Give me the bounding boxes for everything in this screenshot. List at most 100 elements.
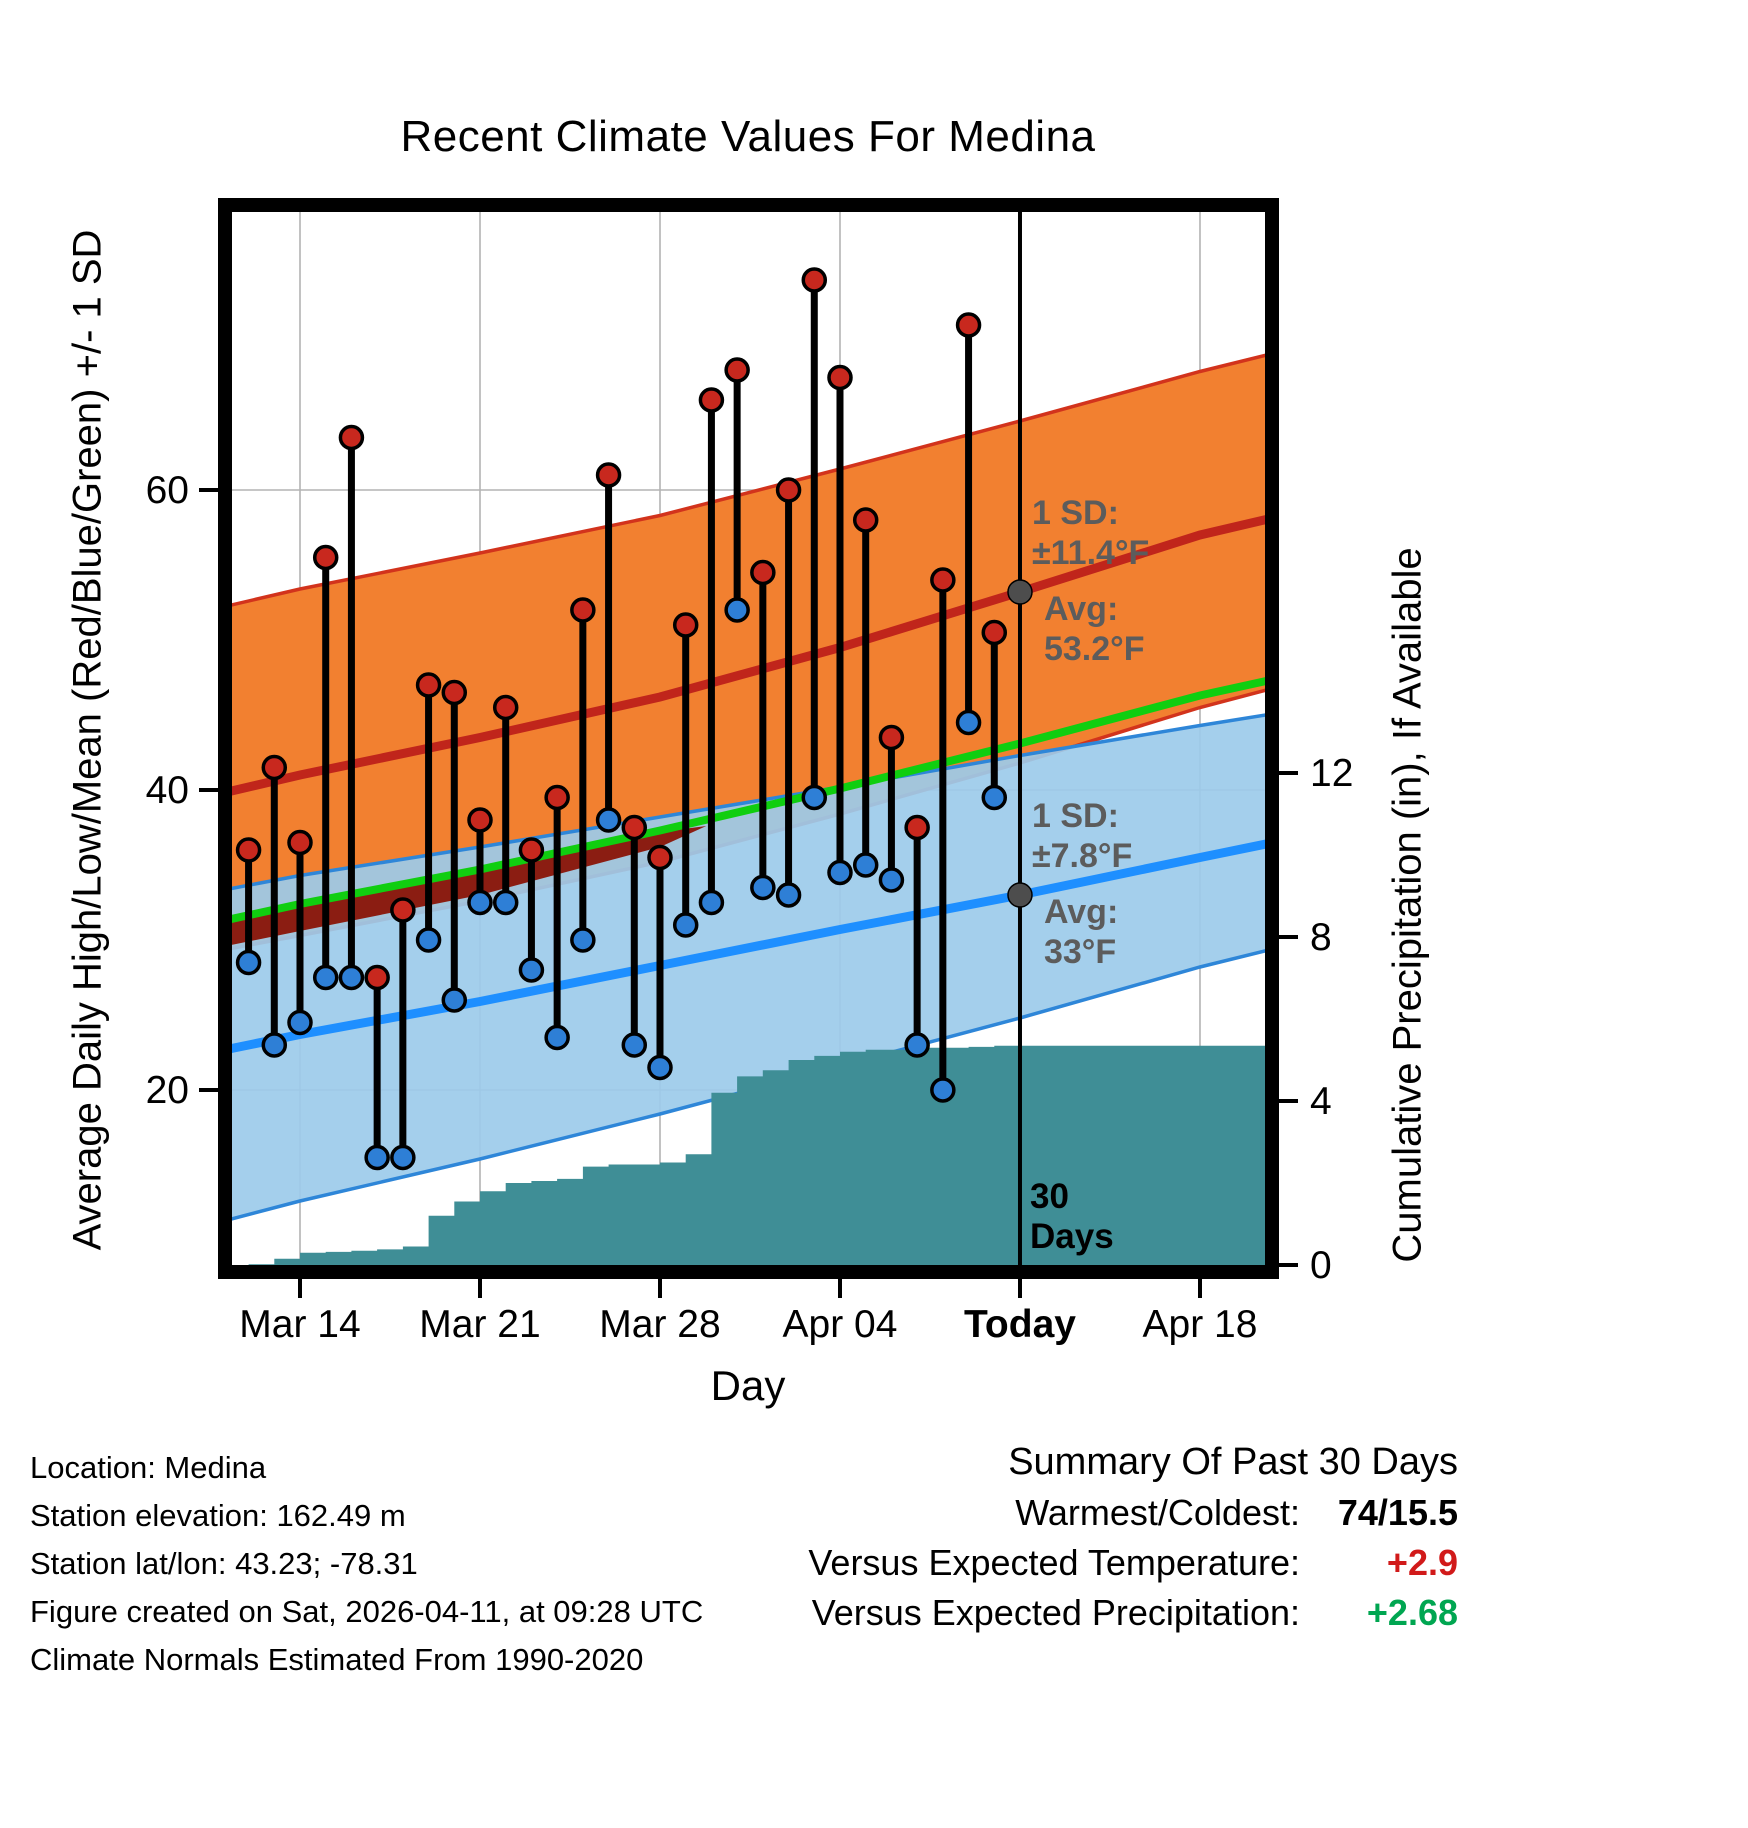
daily-high-low-bars xyxy=(235,267,1008,1171)
daily-low-marker xyxy=(261,1032,288,1058)
summary-row-value: +2.68 xyxy=(1366,1592,1458,1633)
precip-tick-label: 8 xyxy=(1310,916,1332,959)
x-tick-label: Today xyxy=(964,1303,1076,1346)
x-tick-label: Mar 14 xyxy=(239,1303,360,1346)
summary-row: Warmest/Coldest: 74/15.5 xyxy=(808,1488,1458,1538)
daily-high-marker xyxy=(827,364,853,391)
temp-tick-label: 60 xyxy=(146,469,189,512)
daily-high-marker xyxy=(955,312,982,338)
daily-low-marker xyxy=(621,1032,648,1058)
daily-high-marker xyxy=(415,672,442,698)
temp-tick-label: 20 xyxy=(146,1069,189,1112)
avg-high-line xyxy=(225,513,1272,798)
daily-low-marker xyxy=(827,859,853,886)
daily-high-marker xyxy=(492,694,519,721)
daily-high-marker xyxy=(647,844,673,871)
summary-row-value: +2.9 xyxy=(1386,1542,1458,1583)
x-tick-label: Mar 28 xyxy=(599,1303,720,1346)
daily-high-marker xyxy=(750,559,776,586)
avg-marker-dot xyxy=(1007,579,1033,605)
high-temp-band xyxy=(225,353,1272,950)
daily-low-marker xyxy=(390,1144,416,1171)
daily-high-marker xyxy=(904,814,930,841)
avg-annotation-text: Avg: xyxy=(1044,893,1118,931)
low-band-upper-edge xyxy=(225,712,1272,892)
summary-row-label: Warmest/Coldest: xyxy=(1015,1492,1300,1533)
climate-normal-bands xyxy=(225,351,1272,1223)
daily-low-marker xyxy=(312,964,339,991)
daily-low-marker xyxy=(750,874,776,901)
daily-low-marker xyxy=(287,1009,313,1036)
daily-high-marker xyxy=(570,597,596,623)
axis-ticks-and-labels: Mar 14 Mar 21 Mar 28 Apr 04 Today Apr 1820406… xyxy=(146,469,1354,1346)
period-annotation-text: Days xyxy=(1030,1217,1114,1256)
daily-high-marker xyxy=(390,897,416,923)
low-avg-annotation: 1 SD:±7.8°F Avg:33°F xyxy=(1007,797,1132,971)
daily-high-marker xyxy=(878,724,905,751)
sd-annotation-text: ±7.8°F xyxy=(1032,837,1132,875)
daily-low-marker xyxy=(981,784,1008,811)
daily-low-marker xyxy=(955,709,982,736)
daily-high-marker xyxy=(852,507,879,533)
daily-high-marker xyxy=(364,964,390,991)
daily-low-marker xyxy=(441,987,468,1013)
station-info-line: Location: Medina xyxy=(30,1450,267,1485)
station-info-line: Station lat/lon: 43.23; -78.31 xyxy=(30,1546,418,1581)
daily-high-marker xyxy=(287,829,313,856)
daily-high-marker xyxy=(441,679,468,706)
temp-tick-label: 40 xyxy=(146,769,189,812)
daily-low-marker xyxy=(852,852,879,878)
daily-high-marker xyxy=(544,784,570,811)
daily-low-marker xyxy=(415,927,442,953)
summary-panel: Summary Of Past 30 Days Warmest/Coldest:… xyxy=(808,1436,1458,1638)
precip-tick-label: 4 xyxy=(1310,1080,1332,1123)
daily-high-marker xyxy=(724,357,750,383)
daily-high-marker xyxy=(801,267,828,293)
daily-low-marker xyxy=(544,1024,570,1051)
daily-high-marker xyxy=(467,807,493,833)
daily-high-marker xyxy=(261,754,288,781)
summary-heading: Summary Of Past 30 Days xyxy=(1008,1441,1458,1483)
high-band-upper-edge xyxy=(225,351,1272,609)
low-temp-band xyxy=(225,713,1272,1221)
sd-annotation-text: ±11.4°F xyxy=(1032,534,1149,572)
daily-high-marker xyxy=(981,619,1008,646)
station-info-line: Station elevation: 162.49 m xyxy=(30,1498,406,1533)
daily-low-marker xyxy=(724,597,750,623)
period-annotation-text: 30 xyxy=(1030,1177,1069,1216)
station-info-line: Climate Normals Estimated From 1990-2020 xyxy=(30,1642,644,1677)
daily-low-marker xyxy=(235,949,262,976)
daily-high-marker xyxy=(235,837,262,863)
x-tick-label: Apr 04 xyxy=(783,1303,898,1346)
daily-low-marker xyxy=(467,889,493,916)
daily-high-marker xyxy=(672,612,699,638)
sd-annotation-text: 1 SD: xyxy=(1032,494,1119,532)
daily-low-marker xyxy=(698,889,725,916)
daily-high-marker xyxy=(595,462,622,488)
plot-frame xyxy=(218,198,1279,1279)
x-tick-label: Apr 18 xyxy=(1143,1303,1258,1346)
daily-high-marker xyxy=(930,567,956,593)
avg-low-line xyxy=(225,838,1272,1055)
daily-high-marker xyxy=(312,544,339,571)
cumulative-precip-area xyxy=(248,1045,1272,1265)
daily-high-marker xyxy=(775,477,802,503)
mean-temp-line xyxy=(225,675,1272,925)
precip-tick-label: 0 xyxy=(1310,1244,1332,1287)
daily-low-marker xyxy=(930,1077,956,1103)
daily-low-marker xyxy=(775,882,802,908)
daily-high-marker xyxy=(698,387,725,413)
daily-low-marker xyxy=(570,927,596,953)
daily-low-marker xyxy=(647,1054,673,1081)
avg-marker-dot xyxy=(1007,882,1033,908)
daily-high-marker xyxy=(338,424,365,451)
summary-row-label: Versus Expected Precipitation: xyxy=(811,1592,1300,1633)
daily-high-marker xyxy=(518,837,545,863)
daily-low-marker xyxy=(672,912,699,938)
avg-annotation-text: 53.2°F xyxy=(1044,630,1145,668)
avg-annotation-text: Avg: xyxy=(1044,590,1118,628)
daily-low-marker xyxy=(518,957,545,983)
